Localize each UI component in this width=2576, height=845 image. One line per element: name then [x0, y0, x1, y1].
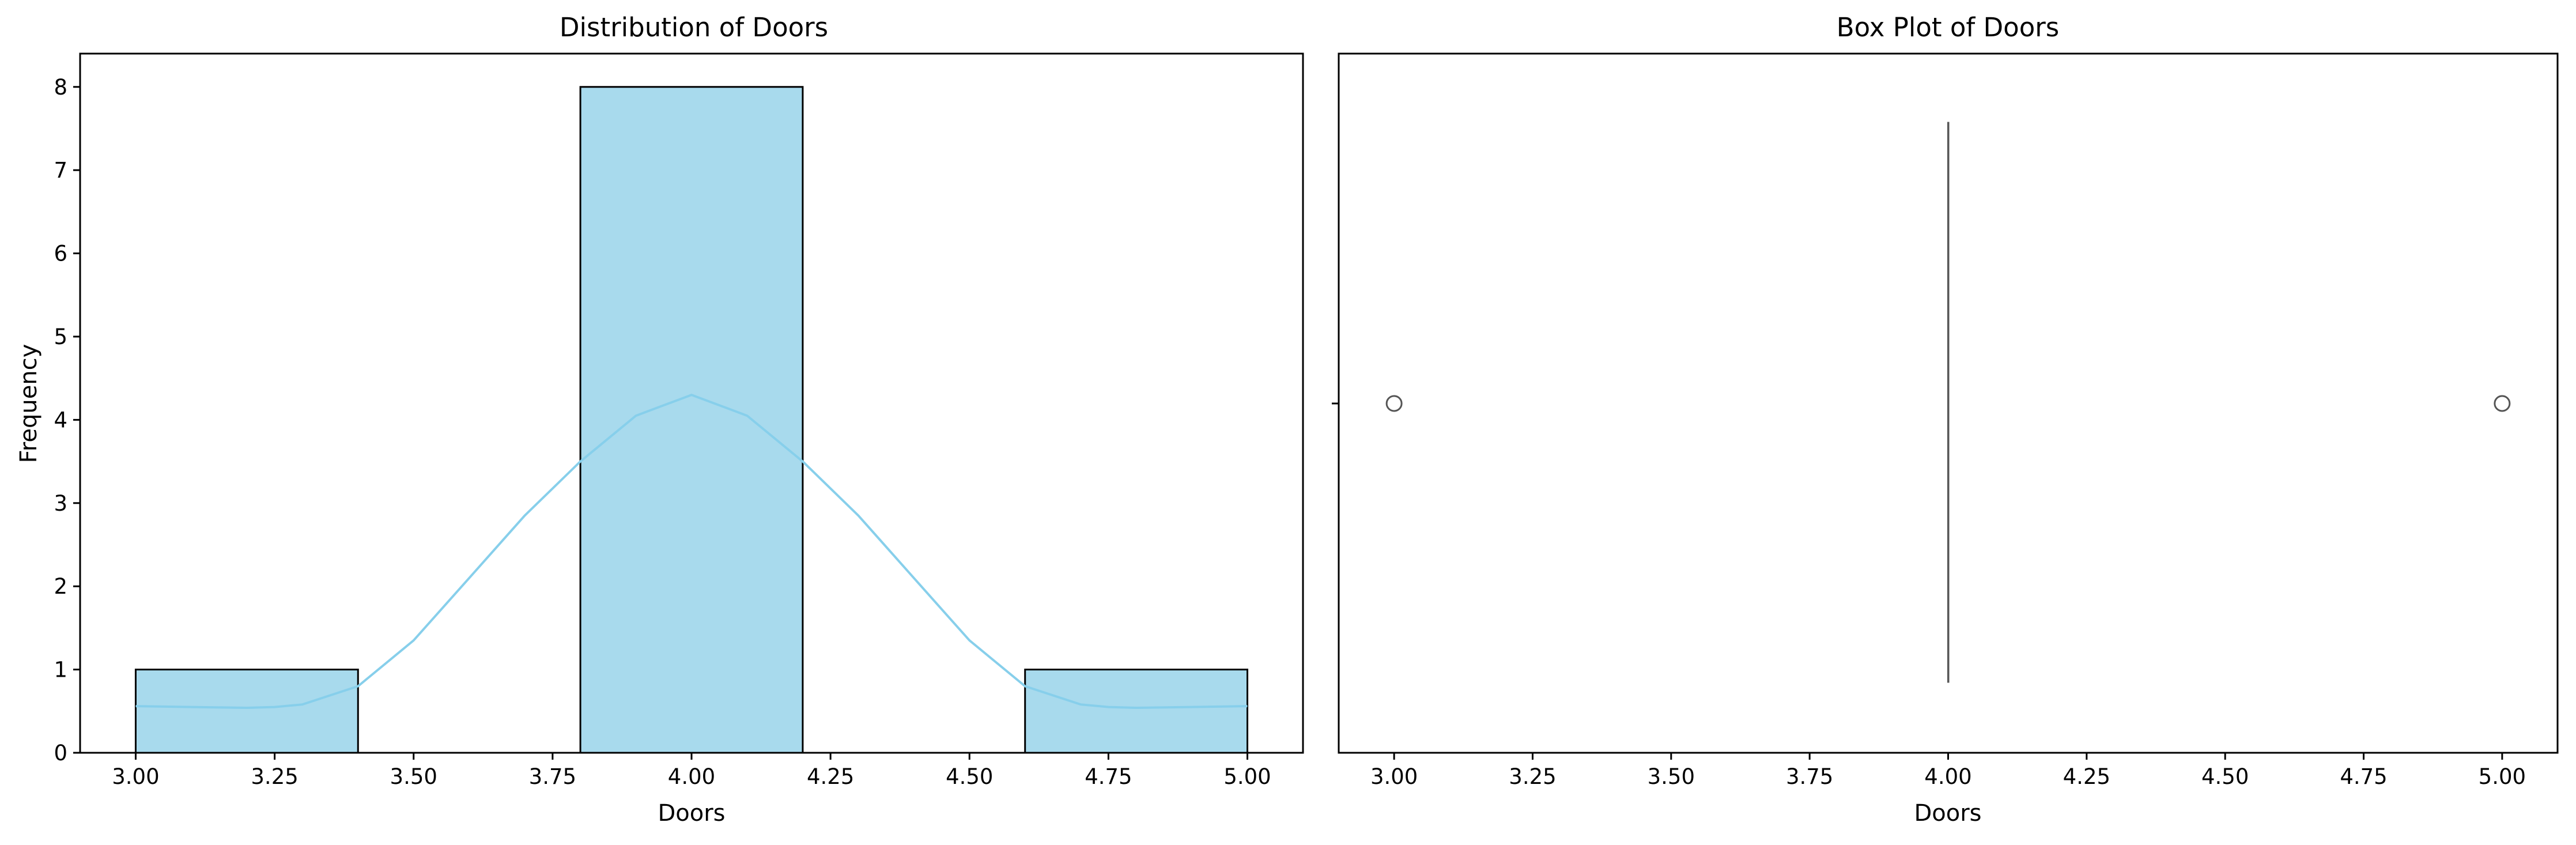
histogram-bar	[134, 669, 359, 754]
boxplot-x-axis-label: Doors	[1914, 800, 1981, 827]
histogram-x-axis-label: Doors	[658, 800, 725, 827]
histogram-y-tick-label: 5	[54, 325, 67, 349]
histogram-y-tick-label: 1	[54, 658, 67, 682]
histogram-y-tick-label: 2	[54, 574, 67, 599]
boxplot-x-tick-label: 3.75	[1786, 764, 1833, 789]
boxplot-panel: Box Plot of Doors 3.00 3.25 3.50 3.75 4.00 4.…	[1332, 12, 2559, 827]
boxplot-x-tick-label: 4.00	[1924, 764, 1971, 789]
boxplot-x-tick-label: 4.25	[2063, 764, 2110, 789]
boxplot-x-tick-label: 3.25	[1509, 764, 1556, 789]
histogram-x-tick-label: 4.75	[1085, 764, 1132, 789]
histogram-x-tick-label: 3.50	[390, 764, 437, 789]
histogram-y-tick-label: 7	[54, 158, 67, 183]
boxplot-x-tick-label: 3.50	[1648, 764, 1695, 789]
histogram-bar	[579, 86, 804, 754]
histogram-title: Distribution of Doors	[560, 12, 828, 43]
boxplot-outlier	[1385, 395, 1403, 412]
boxplot-x-tick-label: 5.00	[2479, 764, 2526, 789]
boxplot-x-tick-label: 4.75	[2340, 764, 2387, 789]
histogram-x-tick-label: 3.25	[251, 764, 298, 789]
histogram-y-tick-label: 6	[54, 242, 67, 266]
boxplot-x-tick-label: 4.50	[2201, 764, 2249, 789]
boxplot-outlier	[2494, 395, 2511, 412]
histogram-bar	[1024, 669, 1249, 754]
histogram-y-tick-label: 3	[54, 491, 67, 516]
histogram-x-tick-label: 4.00	[668, 764, 715, 789]
histogram-x-tick-label: 4.50	[946, 764, 993, 789]
histogram-x-tick-label: 3.75	[529, 764, 576, 789]
kde-curve	[135, 393, 1248, 710]
histogram-y-tick-label: 8	[54, 75, 67, 100]
histogram-y-axis-label: Frequency	[16, 344, 42, 463]
histogram-y-tick-label: 4	[54, 408, 67, 432]
boxplot-x-tick-label: 3.00	[1370, 764, 1418, 789]
histogram-panel: Distribution of Doors 3.00 3.25 3.50 3.75 4.…	[16, 12, 1304, 827]
boxplot-title: Box Plot of Doors	[1837, 12, 2059, 43]
histogram-x-tick-label: 3.00	[112, 764, 159, 789]
histogram-y-tick-label: 0	[54, 741, 67, 765]
histogram-x-tick-label: 5.00	[1223, 764, 1271, 789]
histogram-x-tick-label: 4.25	[807, 764, 854, 789]
